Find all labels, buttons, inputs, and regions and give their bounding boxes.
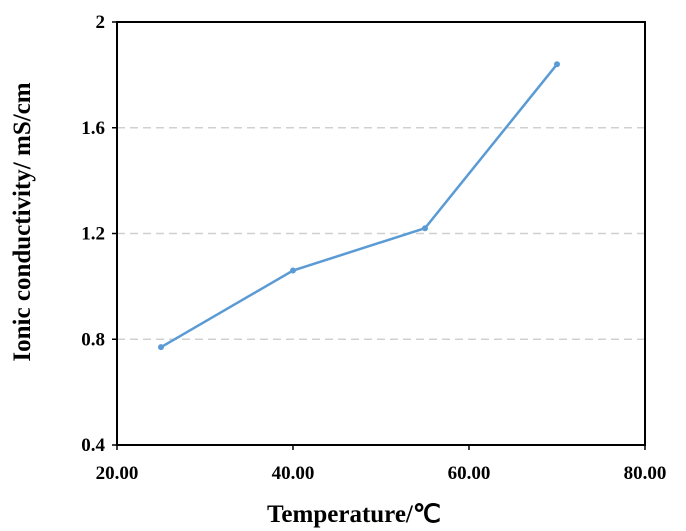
y-tick-label: 2 — [96, 12, 106, 33]
point — [554, 61, 560, 68]
x-tick-label: 40.00 — [272, 463, 315, 484]
plot-frame — [116, 21, 646, 446]
x-axis-title: Temperature/℃ — [267, 501, 441, 528]
point — [158, 344, 164, 351]
point — [290, 267, 296, 274]
x-tick-label: 60.00 — [448, 463, 491, 484]
x-tick-label: 80.00 — [624, 463, 667, 484]
y-tick-label: 1.6 — [81, 118, 105, 139]
y-axis-title: Ionic conductivity/ mS/cm — [9, 82, 36, 361]
y-tick-label: 1.2 — [81, 224, 105, 245]
point — [422, 225, 428, 232]
line — [160, 63, 558, 349]
x-tick-label: 20.00 — [96, 463, 139, 484]
y-tick-label: 0.4 — [81, 435, 105, 456]
y-tick-label: 0.8 — [81, 329, 105, 350]
